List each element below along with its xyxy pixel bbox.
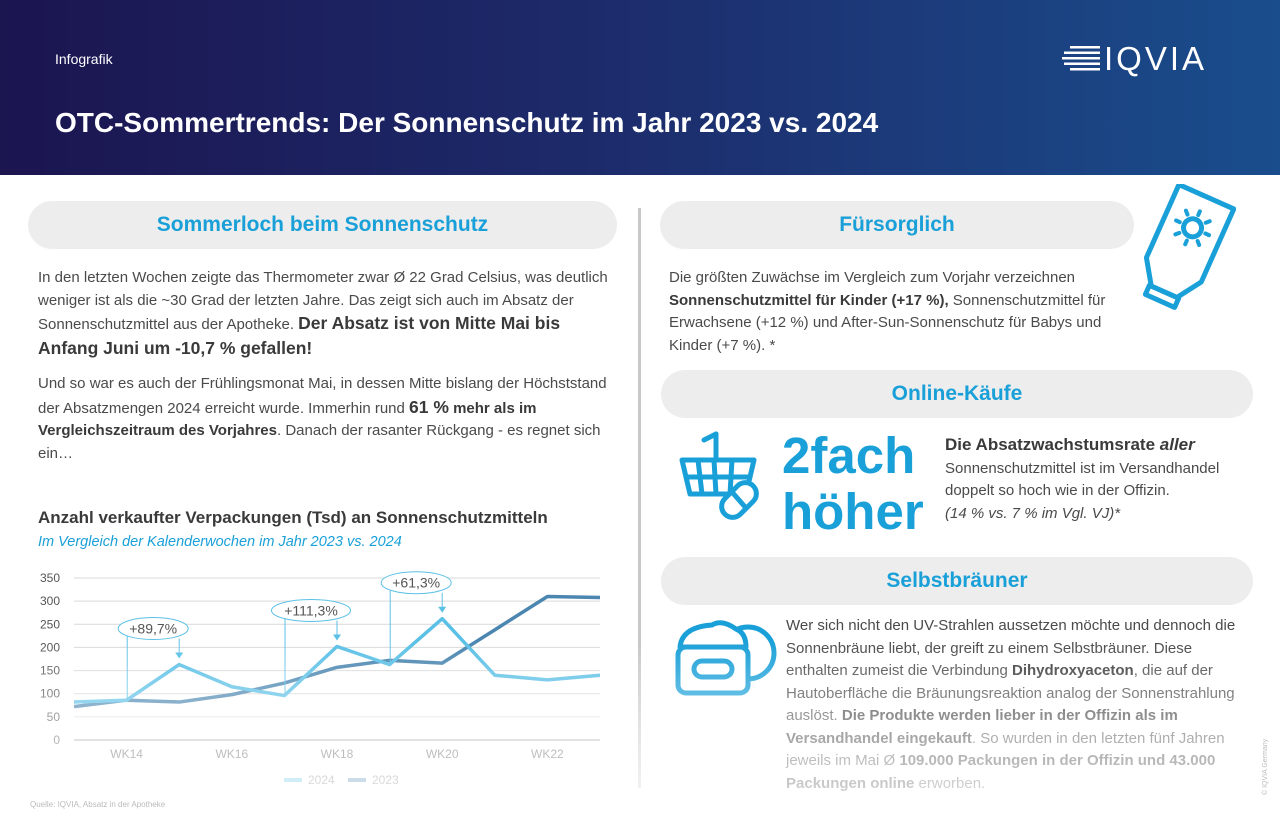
- chart-title: Anzahl verkaufter Verpackungen (Tsd) an …: [38, 508, 548, 527]
- iqvia-logo: IQVIA: [1062, 40, 1232, 80]
- annotation-arrow: [438, 606, 447, 613]
- pill-fuersorglich: Fürsorglich: [660, 201, 1134, 249]
- cream-jar-icon: [675, 620, 777, 696]
- paragraph-selbstbraeuner: Wer sich nicht den UV-Strahlen aussetzen…: [786, 615, 1241, 795]
- text-span: Sonnenschutzmittel für Erwachsene (+12 %…: [669, 291, 1106, 354]
- line-chart: 0 50 100 150 200 250 300 350 WK14 WK16 WK18 WK20 WK2…: [40, 571, 601, 787]
- annotation-bubble: [271, 599, 351, 623]
- highlight-61: 61 %: [409, 396, 449, 417]
- text-span: In den letzten Wochen zeigte das Thermom…: [38, 269, 608, 333]
- text-span: Sonnenschutzmittel ist im Versandhandel …: [945, 459, 1220, 500]
- annotation-bubble: [380, 571, 452, 595]
- x-tick-label: WK14: [110, 747, 143, 761]
- x-tick-label: WK18: [321, 747, 354, 761]
- text-span: . Danach der rasanter Rückgang - es regn…: [38, 422, 601, 462]
- online-big-number: 2fach höher: [782, 428, 924, 540]
- annotation-arrow: [175, 652, 184, 659]
- pill-online: Online-Käufe: [661, 370, 1253, 418]
- y-tick-label: 300: [40, 594, 60, 608]
- online-heading-aller: aller: [1159, 435, 1195, 454]
- highlight-kinder: Sonnenschutzmittel für Kinder (+17 %),: [669, 291, 949, 309]
- online-heading-a: Die Absatzwachstumsrate: [945, 435, 1160, 454]
- infografik-tag: Infografik: [55, 51, 113, 67]
- y-tick-label: 350: [40, 571, 60, 585]
- y-tick-label: 200: [40, 640, 60, 654]
- annotation-bubble: [117, 617, 189, 641]
- pill-selbstbraeuner: Selbstbräuner: [661, 557, 1253, 605]
- annotation-arrow: [333, 634, 341, 641]
- paragraph-fuersorglich: Die größten Zuwächse im Vergleich zum Vo…: [669, 267, 1129, 357]
- source-footnote: Quelle: IQVIA, Absatz in der Apotheke: [30, 800, 166, 809]
- y-tick-label: 150: [40, 664, 60, 678]
- annotation-label: +61,3%: [392, 575, 440, 591]
- y-tick-label: 0: [53, 733, 60, 747]
- y-tick-label: 100: [40, 687, 60, 701]
- logo-lines-icon: [1062, 46, 1100, 71]
- x-tick-label: WK22: [531, 747, 564, 761]
- online-big-line-2: höher: [782, 483, 924, 540]
- shopping-basket-pill-icon: [679, 431, 759, 520]
- logo-text: IQVIA: [1104, 40, 1208, 77]
- page-title: OTC-Sommertrends: Der Sonnenschutz im Ja…: [55, 107, 879, 138]
- legend-label: 2023: [372, 773, 399, 787]
- x-tick-label: WK20: [426, 747, 459, 761]
- column-divider: [638, 208, 641, 788]
- legend-label: 2024: [308, 773, 335, 787]
- annotation-label: +89,7%: [129, 621, 177, 637]
- online-big-line-1: 2fach: [782, 427, 916, 484]
- paragraph-sommerloch-1: In den letzten Wochen zeigte das Thermom…: [38, 267, 613, 361]
- text-span: Die größten Zuwächse im Vergleich zum Vo…: [669, 269, 1076, 286]
- online-note: (14 % vs. 7 % im Vgl. VJ)*: [945, 504, 1121, 522]
- y-tick-label: 250: [40, 617, 60, 631]
- highlight-dha: Dihydroxyaceton: [1012, 662, 1134, 679]
- highlight-absatz: Der Absatz ist von Mitte Mai bis Anfang …: [38, 313, 561, 358]
- text-span: Und so war es auch der Frühlingsmonat Ma…: [38, 375, 607, 417]
- annotation-label: +111,3%: [284, 603, 338, 619]
- highlight-vorjahr: mehr als im Vergleichszeitraum des Vorja…: [38, 399, 537, 440]
- header-banner: Infografik OTC-Sommertrends: Der Sonnens…: [0, 0, 1280, 175]
- paragraph-sommerloch-2: Und so war es auch der Frühlingsmonat Ma…: [38, 373, 613, 465]
- y-tick-label: 50: [47, 710, 61, 724]
- copyright-side-note: © IQVIA Germany: [1262, 738, 1269, 795]
- x-tick-label: WK16: [215, 747, 248, 761]
- chart-subtitle: Im Vergleich der Kalenderwochen im Jahr …: [38, 534, 402, 550]
- pill-sommerloch: Sommerloch beim Sonnenschutz: [28, 201, 617, 249]
- text-span: erworben.: [914, 774, 986, 792]
- paragraph-online: Die Absatzwachstumsrate aller Sonnenschu…: [945, 434, 1245, 525]
- sunscreen-tube-icon: [1142, 184, 1236, 310]
